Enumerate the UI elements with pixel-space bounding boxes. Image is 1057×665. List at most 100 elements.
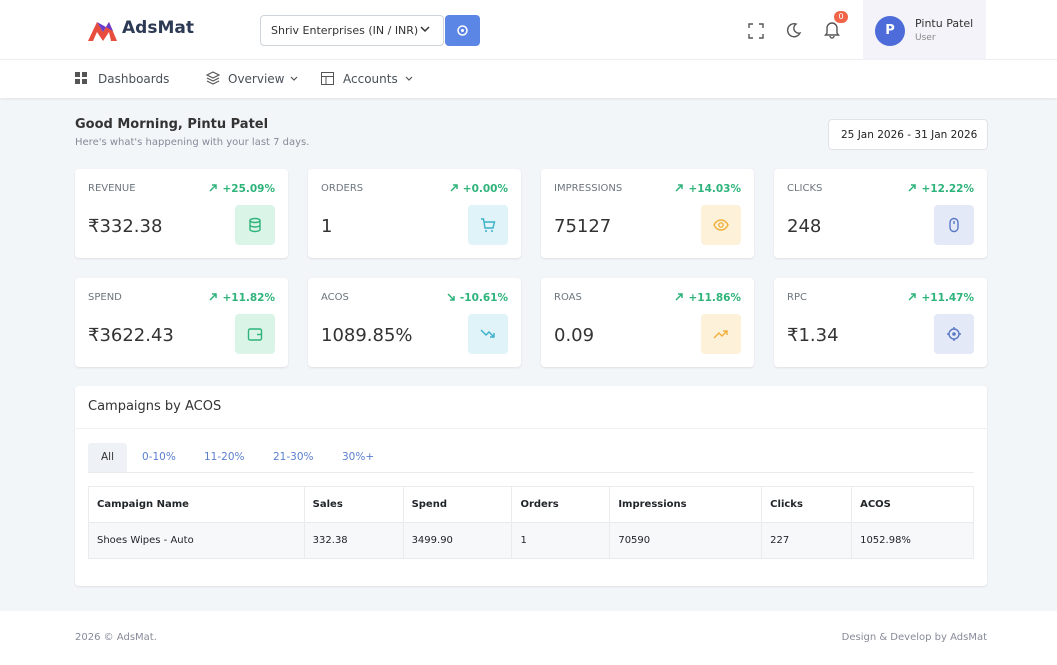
stat-label: ORDERS	[321, 183, 364, 194]
chevron	[290, 76, 298, 81]
stat-card: SPEND +11.82% ₹3622.43	[75, 278, 288, 367]
footer	[0, 611, 1057, 665]
stat-change: -10.61%	[446, 292, 508, 304]
nav-bar	[0, 60, 1057, 98]
stat-value: 248	[787, 216, 822, 237]
stat-label: ACOS	[321, 292, 349, 303]
stat-value: ₹332.38	[88, 216, 163, 237]
nav-item[interactable]: Dashboards	[98, 72, 170, 86]
table-row: Shoes Wipes - Auto 332.38 3499.90 1 70590 227…	[88, 522, 974, 559]
icon	[481, 218, 496, 232]
trend-arrow	[447, 293, 455, 301]
icon	[249, 217, 261, 233]
notifications-button[interactable]	[824, 21, 840, 39]
column-header: Orders	[511, 486, 611, 523]
stat-label: ROAS	[554, 292, 582, 303]
stat-card: ORDERS +0.00% 1	[308, 169, 521, 258]
trend-arrow	[675, 293, 684, 301]
stat-card: IMPRESSIONS +14.03% 75127	[541, 169, 754, 258]
notification-count: 0	[834, 11, 848, 23]
nav-icon	[321, 72, 334, 85]
stat-icon	[235, 205, 275, 245]
nav-item[interactable]: Accounts	[343, 72, 398, 86]
stat-change: +11.82%	[208, 292, 275, 304]
campaign-table: Campaign Name Sales Spend Orders Impressions…	[88, 486, 974, 559]
stat-icon	[934, 314, 974, 354]
column-header: Impressions	[609, 486, 763, 523]
table-cell: 3499.90	[402, 522, 513, 559]
icon	[247, 328, 263, 341]
logo-mark	[88, 22, 117, 41]
theme-toggle[interactable]	[786, 22, 802, 38]
stat-value: 75127	[554, 216, 612, 237]
nav-icon	[206, 71, 220, 85]
column-header: Spend	[402, 486, 513, 523]
stat-change: +0.00%	[449, 183, 508, 195]
panel-title: Campaigns by ACOS	[88, 399, 222, 414]
trend-arrow	[908, 184, 917, 192]
stat-change: +25.09%	[208, 183, 275, 195]
stat-change: +11.86%	[674, 292, 741, 304]
table-cell: 332.38	[303, 522, 404, 559]
trend-arrow	[209, 293, 218, 301]
account-select[interactable]: Shriv Enterprises (IN / INR)	[260, 15, 444, 46]
stat-icon	[235, 314, 275, 354]
tab[interactable]: 30%+	[342, 451, 375, 463]
icon	[713, 219, 729, 231]
tab[interactable]: 11-20%	[204, 451, 245, 463]
trend-arrow	[209, 184, 218, 192]
table-cell: 1	[511, 522, 611, 559]
icon	[947, 327, 961, 341]
stat-card: ROAS +11.86% 0.09	[541, 278, 754, 367]
chevron	[420, 26, 430, 33]
tab[interactable]: 0-10%	[142, 451, 176, 463]
greeting-subtitle: Here's what's happening with your last 7…	[75, 137, 310, 148]
stat-label: RPC	[787, 292, 807, 303]
avatar: P	[875, 16, 905, 46]
stat-icon	[468, 205, 508, 245]
brand: AdsMat	[122, 18, 194, 38]
account-button[interactable]	[445, 15, 480, 46]
divider	[75, 428, 987, 429]
stat-change: +14.03%	[674, 183, 741, 195]
stat-value: 0.09	[554, 325, 595, 346]
column-header: Campaign Name	[88, 486, 305, 523]
stat-change: +11.47%	[907, 292, 974, 304]
greeting-title: Good Morning, Pintu Patel	[75, 117, 269, 132]
stat-icon	[468, 314, 508, 354]
column-header: Sales	[303, 486, 404, 523]
stat-label: SPEND	[88, 292, 122, 303]
divider	[88, 472, 974, 473]
table-cell: 1052.98%	[851, 522, 974, 559]
footer-left: 2026 © AdsMat.	[75, 632, 157, 643]
trend-arrow	[908, 293, 917, 301]
header-row: Campaign Name Sales Spend Orders Impressions…	[88, 486, 974, 523]
table-cell: Shoes Wipes - Auto	[88, 522, 305, 559]
user-role: User	[915, 33, 936, 43]
stat-change: +12.22%	[907, 183, 974, 195]
tab[interactable]: All	[88, 443, 128, 472]
tab[interactable]: 21-30%	[273, 451, 314, 463]
stat-label: CLICKS	[787, 183, 823, 194]
stat-card: CLICKS +12.22% 248	[774, 169, 987, 258]
trend-arrow	[450, 184, 458, 192]
icon	[713, 330, 728, 339]
stat-icon	[701, 314, 741, 354]
chevron	[405, 76, 413, 81]
stat-card: RPC +11.47% ₹1.34	[774, 278, 987, 367]
icon	[480, 329, 495, 338]
trend-arrow	[675, 184, 684, 192]
stat-value: ₹3622.43	[88, 325, 174, 346]
stat-card: ACOS -10.61% 1089.85%	[308, 278, 521, 367]
fullscreen-button[interactable]	[748, 23, 764, 39]
column-header: Clicks	[761, 486, 853, 523]
nav-item[interactable]: Overview	[228, 72, 285, 86]
stat-icon	[701, 205, 741, 245]
stat-value: ₹1.34	[787, 325, 839, 346]
stat-icon	[934, 205, 974, 245]
date-range-picker[interactable]: 25 Jan 2026 - 31 Jan 2026	[828, 119, 988, 150]
footer-right: Design & Develop by AdsMat	[841, 632, 987, 643]
user-name: Pintu Patel	[915, 17, 974, 30]
stat-card: REVENUE +25.09% ₹332.38	[75, 169, 288, 258]
